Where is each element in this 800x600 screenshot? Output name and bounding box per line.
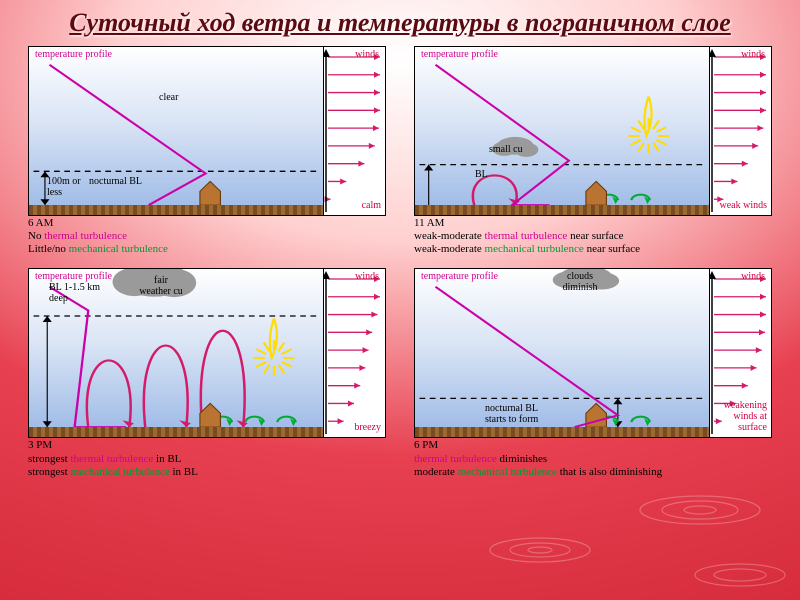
panel-caption: 6 AM No thermal turbulence Little/no mec… bbox=[28, 217, 386, 257]
panel-3pm: temperature profile winds breezy BL 1-1.… bbox=[28, 268, 386, 479]
winds-label: winds bbox=[741, 271, 765, 282]
wind-state-label: calm bbox=[362, 200, 381, 211]
diagram-panel: temperature profile winds calm clear noc… bbox=[28, 46, 386, 216]
height-label: 100m or less bbox=[47, 176, 91, 198]
winds-label: winds bbox=[355, 271, 379, 282]
diagram-panel: temperature profile winds breezy BL 1-1.… bbox=[28, 268, 386, 438]
wind-state-label: weak winds bbox=[720, 200, 768, 211]
wind-column bbox=[709, 47, 771, 215]
bl-label: nocturnal BL starts to form bbox=[485, 403, 555, 425]
clouds-diminish-label: clouds diminish bbox=[555, 271, 605, 293]
bl-label: nocturnal BL bbox=[89, 176, 142, 187]
diagram-panel: temperature profile winds weak winds BL … bbox=[414, 46, 772, 216]
winds-label: winds bbox=[355, 49, 379, 60]
temp-profile-label: temperature profile bbox=[35, 271, 112, 282]
wind-state-label: breezy bbox=[354, 422, 381, 433]
temp-profile-label: temperature profile bbox=[421, 49, 498, 60]
winds-label: winds bbox=[741, 49, 765, 60]
wind-column bbox=[323, 47, 385, 215]
diagram-panel: temperature profile winds weakening wind… bbox=[414, 268, 772, 438]
panel-caption: 3 PM strongest thermal turbulence in BL … bbox=[28, 439, 386, 479]
clear-label: clear bbox=[159, 92, 178, 103]
fair-weather-cu-label: fair weather cu bbox=[137, 275, 185, 297]
panel-caption: 6 PM thermal turbulence diminishes moder… bbox=[414, 439, 772, 479]
wind-column bbox=[323, 269, 385, 437]
diagram-grid: temperature profile winds calm clear noc… bbox=[0, 40, 800, 487]
panel-caption: 11 AM weak-moderate thermal turbulence n… bbox=[414, 217, 772, 257]
bl-label: BL bbox=[475, 169, 488, 180]
wind-state-label: weakening winds at surface bbox=[709, 400, 767, 433]
small-cu-label: small cu bbox=[489, 144, 523, 155]
bl-label: BL 1-1.5 km deep bbox=[49, 282, 119, 304]
panel-11am: temperature profile winds weak winds BL … bbox=[414, 46, 772, 257]
slide-title: Суточный ход ветра и температуры в погра… bbox=[0, 0, 800, 40]
temp-profile-label: temperature profile bbox=[35, 49, 112, 60]
panel-6pm: temperature profile winds weakening wind… bbox=[414, 268, 772, 479]
panel-6am: temperature profile winds calm clear noc… bbox=[28, 46, 386, 257]
temp-profile-label: temperature profile bbox=[421, 271, 498, 282]
